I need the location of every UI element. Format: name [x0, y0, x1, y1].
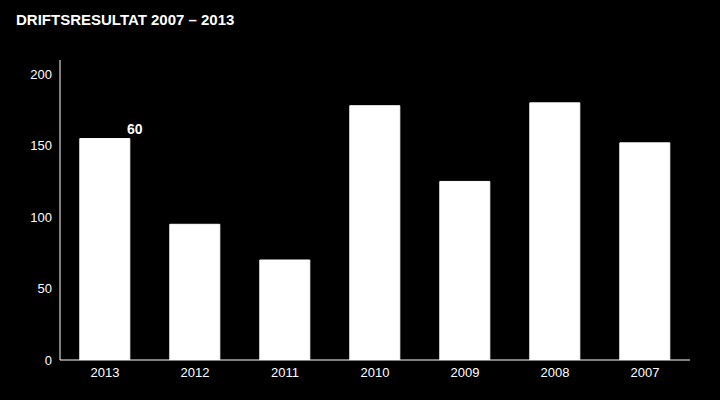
svg-text:60: 60 — [127, 121, 143, 137]
svg-text:50: 50 — [38, 281, 52, 296]
svg-text:2007: 2007 — [631, 365, 660, 380]
svg-text:150: 150 — [30, 138, 52, 153]
svg-text:200: 200 — [30, 67, 52, 82]
svg-text:2013: 2013 — [91, 365, 120, 380]
svg-text:2009: 2009 — [451, 365, 480, 380]
svg-text:0: 0 — [45, 353, 52, 368]
svg-text:2010: 2010 — [361, 365, 390, 380]
svg-text:100: 100 — [30, 210, 52, 225]
svg-text:2012: 2012 — [181, 365, 210, 380]
svg-text:2008: 2008 — [541, 365, 570, 380]
svg-text:2011: 2011 — [271, 365, 299, 380]
html-text:DRIFTSRESULTAT 2007 – 2013: DRIFTSRESULTAT 2007 – 2013 — [16, 11, 235, 28]
